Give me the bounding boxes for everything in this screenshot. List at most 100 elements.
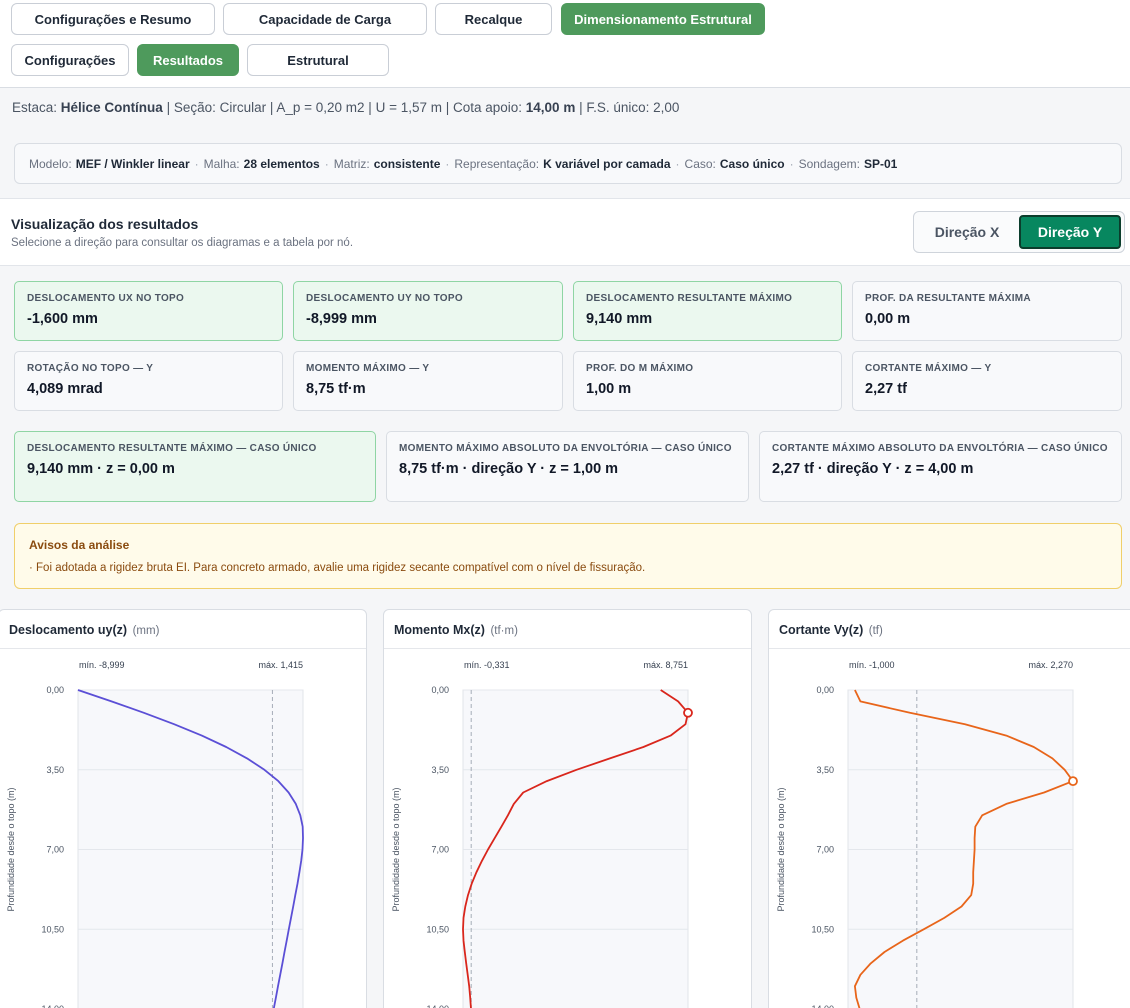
- pile-info-line: Estaca: Hélice Contínua | Seção: Circula…: [12, 100, 679, 115]
- card-resultante-max: DESLOCAMENTO RESULTANTE MÁXIMO 9,140 mm: [573, 281, 842, 341]
- y-tick-label: 0,00: [431, 685, 449, 695]
- card-value: 2,27 tf: [865, 381, 907, 397]
- chart-momento: Momento Mx(z) (tf·m) 0,00 3,50 7,00 10,50 14…: [383, 609, 752, 1008]
- y-tick-label: 10,50: [41, 924, 64, 934]
- y-axis-label: Profundidade desde o topo (m): [6, 787, 16, 911]
- card-rotacao-topo: ROTAÇÃO NO TOPO — Y 4,089 mrad: [14, 351, 283, 411]
- card-label: MOMENTO MÁXIMO ABSOLUTO DA ENVOLTÓRIA — …: [399, 443, 732, 454]
- card-uy-topo: DESLOCAMENTO UY NO TOPO -8,999 mm: [293, 281, 563, 341]
- representation-label: Representação:: [454, 156, 540, 171]
- chart-cortante: Cortante Vy(z) (tf) 0,00 3,50 7,00 10,50 14,…: [768, 609, 1130, 1008]
- mesh-value: 28 elementos: [243, 156, 320, 171]
- card-value: 9,140 mm · z = 0,00 m: [27, 461, 175, 477]
- chart-deslocamento: Deslocamento uy(z) (mm) 0,00 3,50 7,00 10,5…: [0, 609, 367, 1008]
- y-tick-label: 0,00: [46, 685, 64, 695]
- y-tick-label: 3,50: [46, 765, 64, 775]
- subtab-resultados[interactable]: Resultados: [137, 44, 239, 76]
- chart-cortante-plot: 0,00 3,50 7,00 10,50 14,00 mín. -1,000 máx. 2,…: [776, 660, 1078, 1008]
- chart-title: Cortante Vy(z) (tf): [779, 623, 883, 637]
- model-value: MEF / Winkler linear: [75, 156, 190, 171]
- y-tick-label: 3,50: [431, 765, 449, 775]
- card-value: 8,75 tf·m: [306, 381, 366, 397]
- visualization-panel: Visualização dos resultados Selecione a …: [0, 198, 1130, 266]
- chart-momento-plot: 0,00 3,50 7,00 10,50 14,00 mín. -0,331 máx. 8,…: [391, 660, 693, 1008]
- y-axis-label: Profundidade desde o topo (m): [776, 787, 786, 911]
- mesh-label: Malha:: [203, 156, 240, 171]
- card-label: DESLOCAMENTO UX NO TOPO: [27, 293, 185, 304]
- warnings-message: · Foi adotada a rigidez bruta EI. Para c…: [29, 562, 646, 574]
- card-label: MOMENTO MÁXIMO — Y: [306, 363, 430, 374]
- tab-configuracoes-resumo[interactable]: Configurações e Resumo: [11, 3, 215, 35]
- card-value: 8,75 tf·m · direção Y · z = 1,00 m: [399, 461, 619, 477]
- card-cortante-max: CORTANTE MÁXIMO — Y 2,27 tf: [852, 351, 1122, 411]
- card-value: 9,140 mm: [586, 311, 653, 327]
- model-summary: Modelo: MEF / Winkler linear · Malha: 28 el…: [14, 143, 1122, 184]
- estaca-value: Hélice Contínua: [60, 100, 163, 115]
- fs-info: | F.S. único: 2,00: [575, 100, 680, 115]
- y-tick-label: 14,00: [41, 1004, 64, 1008]
- visualization-title: Visualização dos resultados: [11, 216, 199, 232]
- sondagem-value: SP-01: [863, 156, 898, 171]
- y-axis-label: Profundidade desde o topo (m): [391, 787, 401, 911]
- min-label: mín. -1,000: [849, 660, 895, 670]
- matrix-value: consistente: [373, 156, 441, 171]
- card-label: DESLOCAMENTO UY NO TOPO: [306, 293, 463, 304]
- model-label: Modelo:: [29, 156, 72, 171]
- chart-title-text: Deslocamento uy(z): [9, 623, 128, 637]
- y-tick-label: 10,50: [426, 924, 449, 934]
- card-label: DESLOCAMENTO RESULTANTE MÁXIMO — CASO ÚN…: [27, 443, 317, 454]
- analysis-warnings: Avisos da análise · Foi adotada a rigide…: [14, 523, 1122, 589]
- y-tick-label: 14,00: [426, 1004, 449, 1008]
- card-label: CORTANTE MÁXIMO — Y: [865, 363, 992, 374]
- card-envelope-momento: MOMENTO MÁXIMO ABSOLUTO DA ENVOLTÓRIA — …: [386, 431, 749, 502]
- card-envelope-cortante: CORTANTE MÁXIMO ABSOLUTO DA ENVOLTÓRIA —…: [759, 431, 1122, 502]
- card-label: DESLOCAMENTO RESULTANTE MÁXIMO: [586, 293, 793, 304]
- chart-title-text: Cortante Vy(z): [779, 623, 864, 637]
- min-label: mín. -0,331: [464, 660, 510, 670]
- visualization-subtitle: Selecione a direção para consultar os di…: [11, 237, 354, 249]
- card-prof-resultante: PROF. DA RESULTANTE MÁXIMA 0,00 m: [852, 281, 1122, 341]
- top-navigation: Configurações e Resumo Capacidade de Car…: [0, 0, 1130, 88]
- max-marker: [683, 707, 693, 718]
- y-tick-label: 7,00: [816, 845, 834, 855]
- max-label: máx. 1,415: [258, 660, 303, 670]
- card-label: ROTAÇÃO NO TOPO — Y: [27, 363, 154, 374]
- tab-dimensionamento-estrutural[interactable]: Dimensionamento Estrutural: [561, 3, 765, 35]
- warnings-title: Avisos da análise: [29, 538, 130, 552]
- chart-title: Deslocamento uy(z) (mm): [9, 623, 159, 637]
- series-line: [77, 689, 304, 1008]
- card-value: 4,089 mrad: [27, 381, 103, 397]
- subtab-estrutural[interactable]: Estrutural: [247, 44, 389, 76]
- y-tick-label: 10,50: [811, 924, 834, 934]
- pile-info-rest: | Seção: Circular | A_p = 0,20 m2 | U = …: [162, 100, 526, 115]
- card-value: 2,27 tf · direção Y · z = 4,00 m: [772, 461, 974, 477]
- estaca-label: Estaca:: [12, 100, 58, 115]
- direction-x-button[interactable]: Direção X: [934, 224, 1000, 240]
- chart-unit: (mm): [132, 625, 160, 637]
- card-envelope-deslocamento: DESLOCAMENTO RESULTANTE MÁXIMO — CASO ÚN…: [14, 431, 376, 502]
- y-tick-label: 3,50: [816, 765, 834, 775]
- max-marker: [1068, 776, 1078, 787]
- tab-capacidade-carga[interactable]: Capacidade de Carga: [223, 3, 427, 35]
- card-label: PROF. DO M MÁXIMO: [586, 363, 694, 374]
- y-tick-label: 0,00: [816, 685, 834, 695]
- card-value: -8,999 mm: [306, 311, 377, 327]
- sondagem-label: Sondagem:: [798, 156, 860, 171]
- chart-title: Momento Mx(z) (tf·m): [394, 623, 518, 637]
- y-tick-label: 7,00: [46, 845, 64, 855]
- y-tick-label: 14,00: [811, 1004, 834, 1008]
- direction-toggle: Direção X Direção Y: [913, 211, 1125, 253]
- cota-value: 14,00 m: [525, 100, 576, 115]
- card-value: 1,00 m: [586, 381, 632, 397]
- subtab-configuracoes[interactable]: Configurações: [11, 44, 129, 76]
- tab-recalque[interactable]: Recalque: [435, 3, 552, 35]
- card-label: CORTANTE MÁXIMO ABSOLUTO DA ENVOLTÓRIA —…: [772, 443, 1108, 454]
- chart-unit: (tf): [868, 625, 883, 637]
- card-momento-max: MOMENTO MÁXIMO — Y 8,75 tf·m: [293, 351, 563, 411]
- case-value: Caso único: [719, 156, 785, 171]
- case-label: Caso:: [684, 156, 716, 171]
- min-label: mín. -8,999: [79, 660, 125, 670]
- direction-y-button[interactable]: Direção Y: [1019, 215, 1121, 249]
- chart-unit: (tf·m): [490, 625, 518, 637]
- series-line: [854, 689, 1074, 1008]
